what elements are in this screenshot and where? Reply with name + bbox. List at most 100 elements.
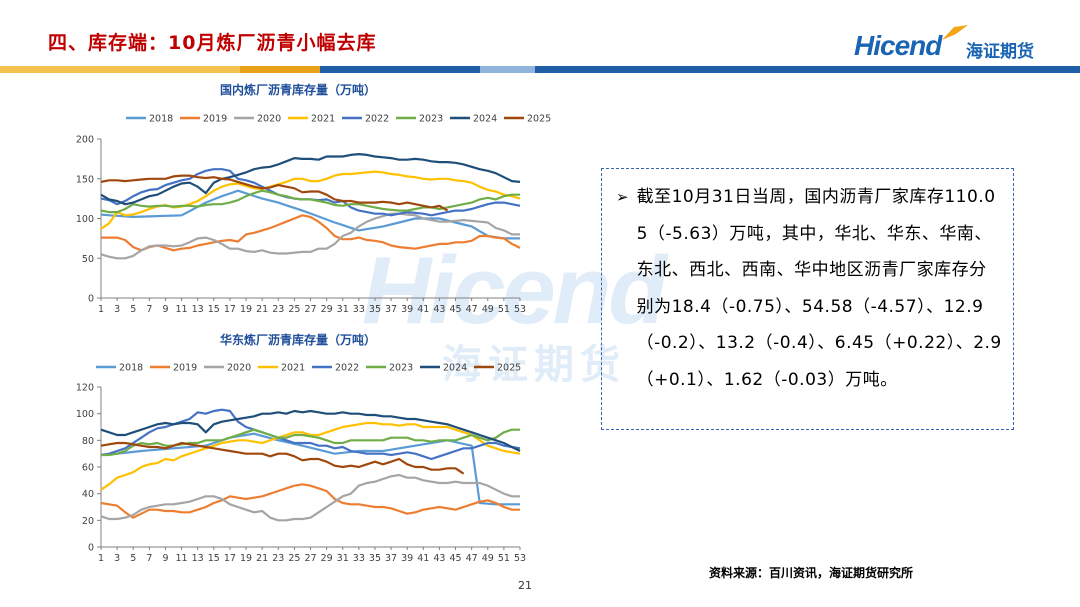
- stripe-lightblue: [480, 66, 535, 73]
- stripe-blue: [320, 66, 480, 73]
- legend-label-2021: 2021: [281, 363, 305, 374]
- chart-domestic-inventory: 国内炼厂沥青库存量（万吨） 2018 2019 2020 2021 2022 2023 202…: [76, 82, 551, 315]
- logo-wing-icon: [942, 25, 968, 40]
- commentary-text: 截至10月31日当周，国内沥青厂家库存110.05（-5.63）万吨，其中，华北…: [636, 187, 1002, 390]
- commentary-box: ➢ 截至10月31日当周，国内沥青厂家库存110.05（-5.63）万吨，其中，…: [601, 168, 1014, 430]
- series-line-2020: [100, 212, 520, 260]
- logo-chinese-name: 海证期货: [966, 42, 1034, 62]
- x-tick-label: 17: [224, 553, 236, 564]
- x-tick-label: 27: [304, 304, 316, 315]
- series-line-2022: [100, 408, 521, 461]
- x-tick-label: 33: [353, 553, 365, 564]
- legend-label-2024: 2024: [473, 114, 497, 125]
- x-tick-label: 11: [176, 304, 188, 315]
- x-tick-label: 47: [466, 553, 478, 564]
- x-tick-label: 3: [114, 553, 120, 564]
- x-tick-label: 43: [433, 304, 445, 315]
- series-line-2024: [100, 409, 521, 452]
- series-line-2020: [100, 473, 520, 522]
- stripe-yellow: [0, 66, 240, 73]
- x-tick-label: 9: [162, 553, 168, 564]
- y-tick-label: 150: [76, 174, 94, 185]
- x-tick-label: 51: [498, 553, 510, 564]
- series-line-2019: [100, 483, 520, 519]
- y-tick-label: 80: [82, 436, 94, 447]
- y-tick-label: 60: [82, 463, 94, 474]
- x-tick-label: 41: [417, 553, 429, 564]
- x-tick-label: 19: [240, 304, 252, 315]
- x-tick-label: 25: [288, 553, 300, 564]
- legend-label-2020: 2020: [227, 363, 251, 374]
- legend-label-2018: 2018: [149, 114, 173, 125]
- data-source: 资料来源：百川资讯，海证期货研究所: [709, 566, 914, 580]
- legend-label-2019: 2019: [203, 114, 227, 125]
- x-tick-label: 39: [401, 553, 413, 564]
- x-tick-label: 31: [337, 304, 349, 315]
- x-tick-label: 1: [98, 553, 104, 564]
- stripe-orange: [240, 66, 320, 73]
- legend-label-2018: 2018: [119, 363, 143, 374]
- x-tick-label: 49: [482, 304, 494, 315]
- legend-label-2022: 2022: [335, 363, 359, 374]
- x-tick-label: 15: [208, 304, 220, 315]
- chart-legend: 2018 2019 2020 2021 2022 2023 2024 2025: [96, 363, 521, 374]
- chart-east-china-inventory: 华东炼厂沥青库存量（万吨）2018 2019 2020 2021 2022 2023 202…: [76, 332, 526, 564]
- x-tick-label: 23: [272, 304, 284, 315]
- x-tick-label: 7: [146, 304, 152, 315]
- x-tick-label: 25: [288, 304, 300, 315]
- x-tick-label: 53: [514, 553, 526, 564]
- legend-label-2019: 2019: [173, 363, 197, 374]
- series-line-2023: [100, 189, 520, 214]
- legend-label-2020: 2020: [257, 114, 281, 125]
- x-tick-label: 5: [130, 553, 136, 564]
- series-line-2019: [101, 214, 521, 252]
- x-tick-label: 43: [433, 553, 445, 564]
- x-tick-label: 39: [401, 304, 413, 315]
- x-tick-label: 29: [321, 304, 333, 315]
- y-tick-label: 120: [76, 383, 94, 394]
- y-tick-label: 0: [88, 294, 94, 305]
- x-tick-label: 35: [369, 553, 381, 564]
- x-tick-label: 23: [272, 553, 284, 564]
- x-tick-label: 45: [449, 553, 461, 564]
- legend-label-2025: 2025: [527, 114, 551, 125]
- x-tick-label: 19: [240, 553, 252, 564]
- x-tick-label: 35: [369, 304, 381, 315]
- series-line-2025: [100, 174, 449, 212]
- chart-legend: 2018 2019 2020 2021 2022 2023 2024 2025: [126, 114, 551, 125]
- legend-label-2023: 2023: [419, 114, 443, 125]
- x-tick-label: 1: [98, 304, 104, 315]
- x-tick-label: 15: [208, 553, 220, 564]
- x-tick-label: 47: [466, 304, 478, 315]
- y-tick-label: 20: [82, 516, 94, 527]
- legend-label-2023: 2023: [389, 363, 413, 374]
- x-tick-label: 31: [337, 553, 349, 564]
- page-number: 21: [518, 579, 532, 592]
- x-tick-label: 27: [304, 553, 316, 564]
- y-tick-label: 200: [76, 135, 94, 146]
- x-tick-label: 3: [114, 304, 120, 315]
- logo-wordmark: Hicend: [854, 30, 942, 61]
- bullet-arrow-icon: ➢: [616, 188, 629, 206]
- x-tick-label: 21: [256, 304, 268, 315]
- x-tick-label: 11: [176, 553, 188, 564]
- x-tick-label: 7: [146, 553, 152, 564]
- x-tick-label: 13: [192, 304, 204, 315]
- x-tick-label: 29: [321, 553, 333, 564]
- x-tick-label: 45: [449, 304, 461, 315]
- chart-title: 国内炼厂沥青库存量（万吨）: [220, 82, 376, 97]
- y-tick-label: 50: [82, 254, 94, 265]
- x-tick-label: 49: [482, 553, 494, 564]
- y-tick-label: 0: [88, 543, 94, 554]
- x-tick-label: 53: [514, 304, 526, 315]
- series-line-2025: [100, 441, 465, 475]
- chart-title: 华东炼厂沥青库存量（万吨）: [220, 332, 376, 347]
- series-line-2018: [100, 189, 520, 240]
- x-tick-label: 51: [498, 304, 510, 315]
- x-tick-label: 33: [353, 304, 365, 315]
- header-stripe: [0, 66, 1080, 73]
- x-tick-label: 41: [417, 304, 429, 315]
- y-tick-label: 40: [82, 489, 94, 500]
- x-tick-label: 37: [385, 304, 397, 315]
- brand-logo: Hicend 海证期货: [848, 24, 1058, 68]
